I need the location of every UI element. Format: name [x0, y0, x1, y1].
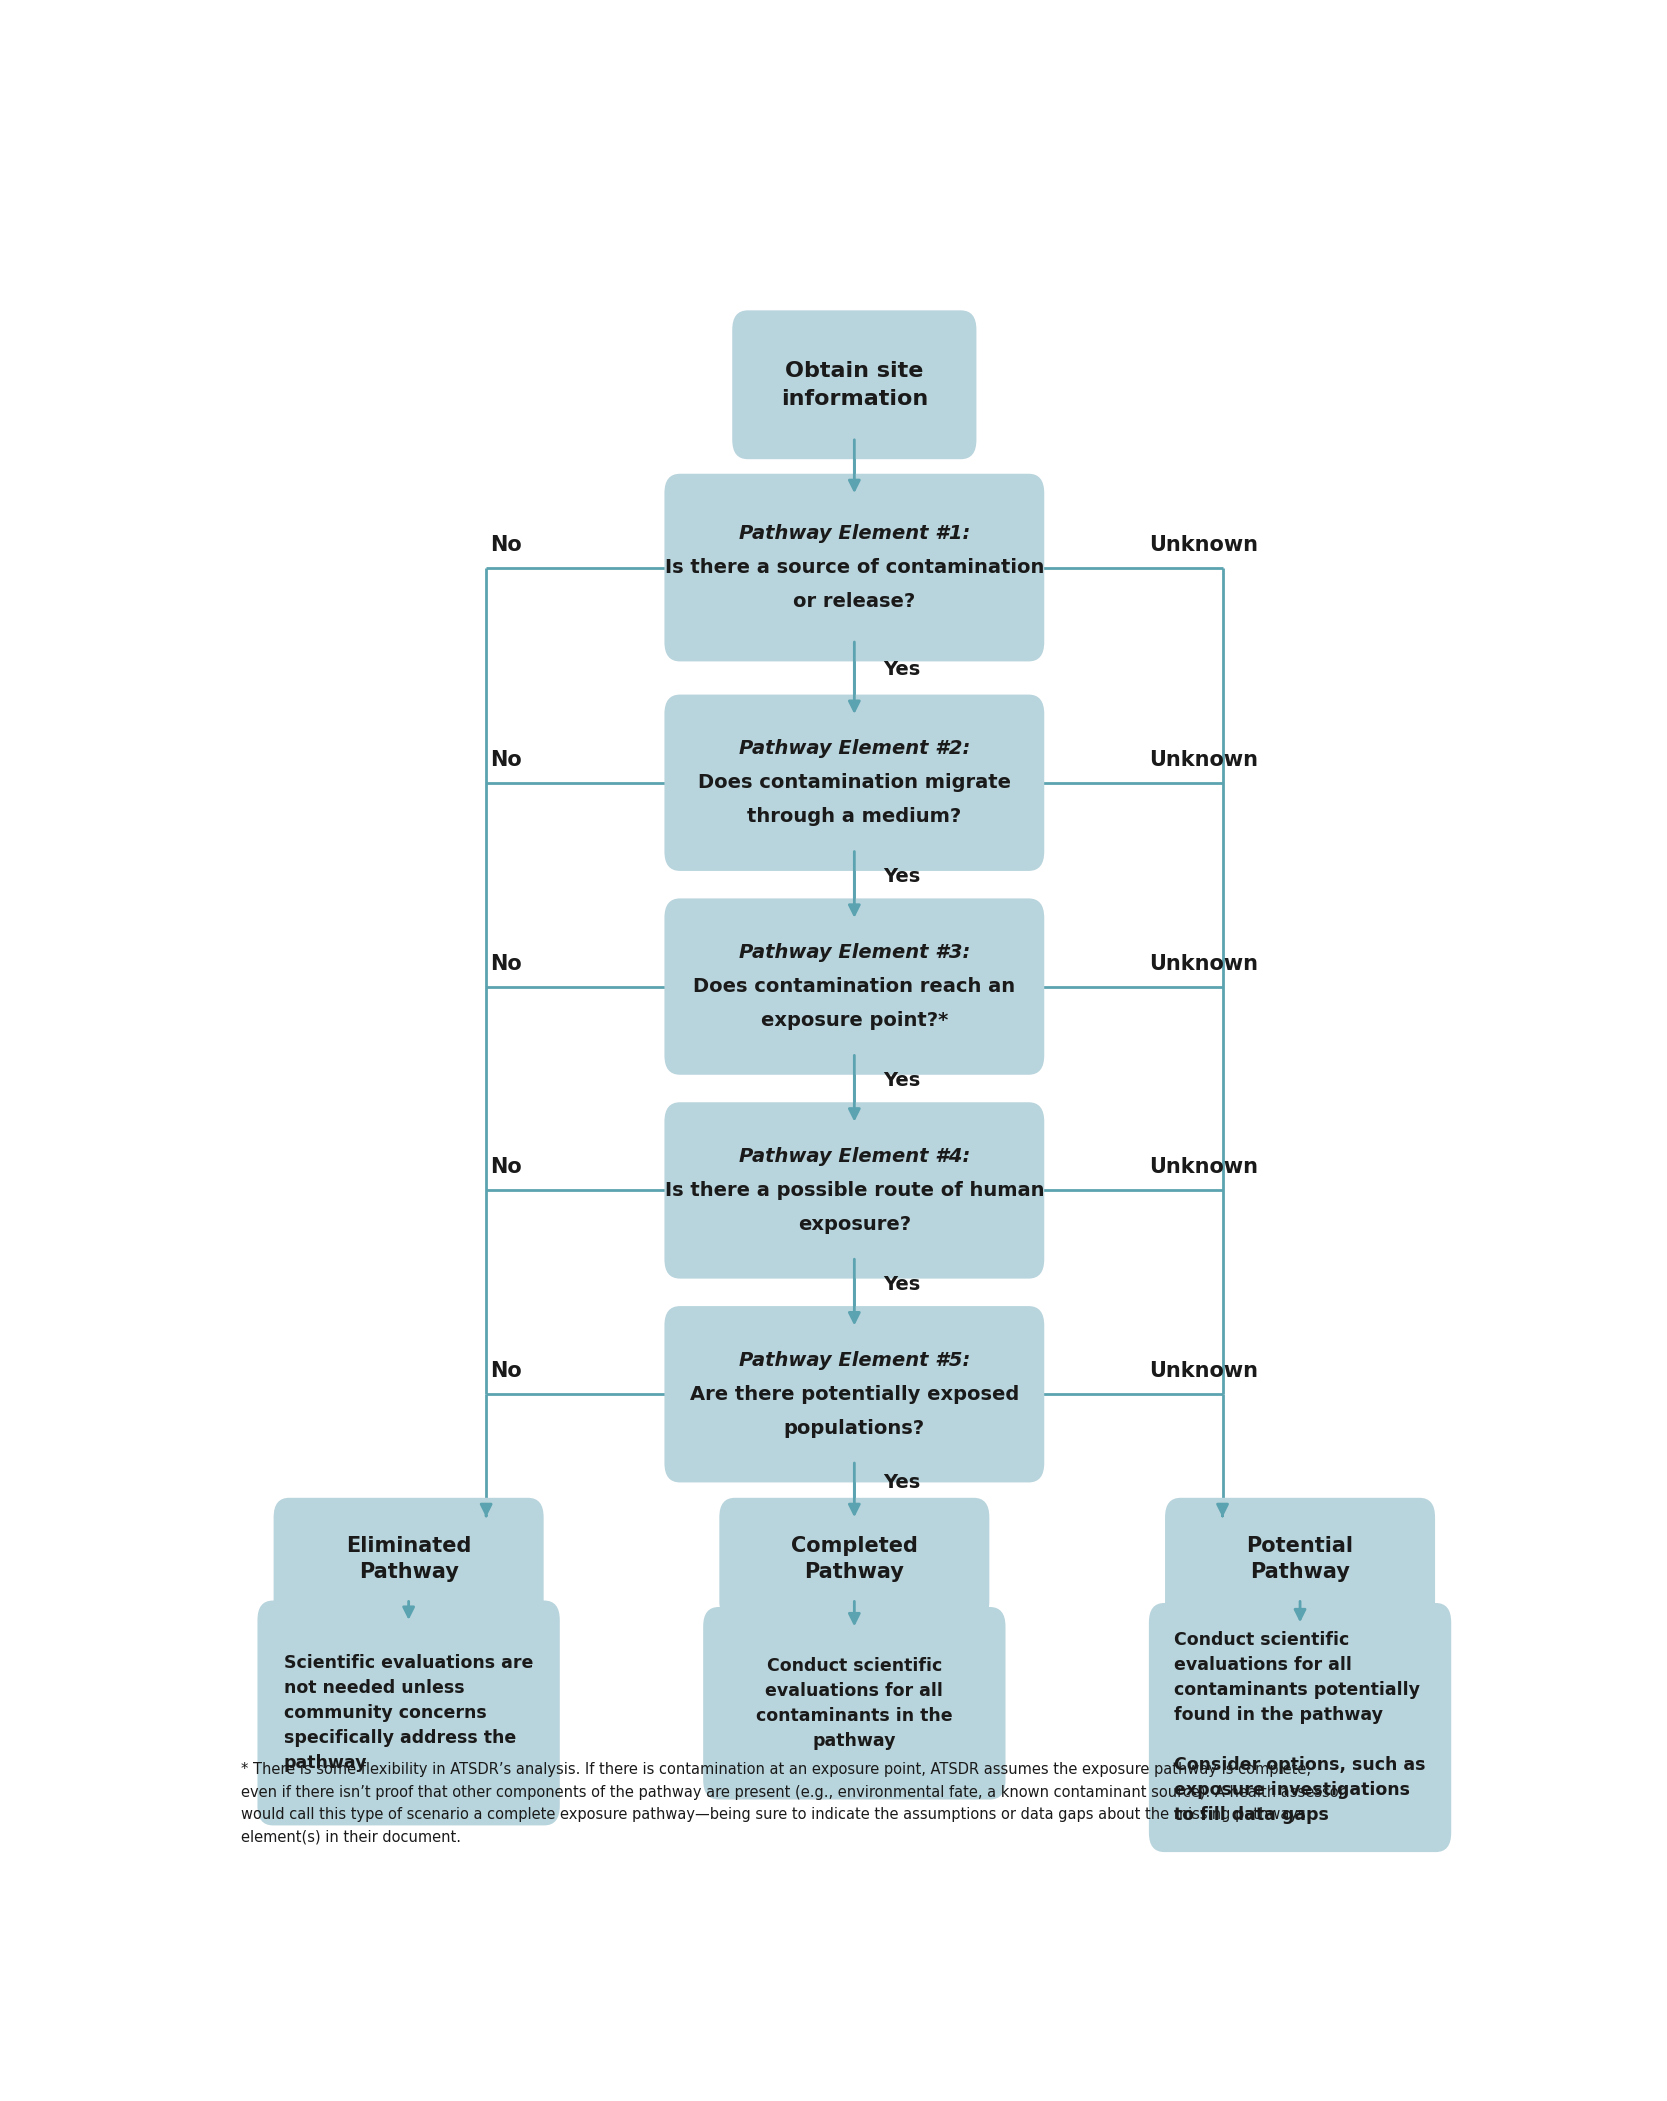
Text: Is there a source of contamination: Is there a source of contamination: [665, 559, 1044, 578]
Text: Pathway Element #1:: Pathway Element #1:: [738, 523, 970, 544]
Text: populations?: populations?: [783, 1418, 925, 1437]
Text: Does contamination migrate: Does contamination migrate: [698, 773, 1010, 792]
Text: Yes: Yes: [884, 1473, 920, 1492]
Text: No: No: [490, 954, 522, 973]
Text: Pathway Element #4:: Pathway Element #4:: [738, 1147, 970, 1166]
Text: or release?: or release?: [793, 592, 915, 611]
Text: No: No: [490, 1361, 522, 1380]
Text: Scientific evaluations are
not needed unless
community concerns
specifically add: Scientific evaluations are not needed un…: [283, 1653, 533, 1771]
FancyBboxPatch shape: [665, 899, 1044, 1076]
Text: Unknown: Unknown: [1149, 534, 1257, 555]
Text: Does contamination reach an: Does contamination reach an: [693, 977, 1015, 996]
Text: Completed
Pathway: Completed Pathway: [790, 1536, 919, 1582]
FancyBboxPatch shape: [257, 1601, 560, 1826]
Text: No: No: [490, 534, 522, 555]
FancyBboxPatch shape: [1165, 1498, 1435, 1620]
Text: Yes: Yes: [884, 868, 920, 887]
Text: Potential
Pathway: Potential Pathway: [1247, 1536, 1354, 1582]
Text: Unknown: Unknown: [1149, 1361, 1257, 1380]
Text: Eliminated
Pathway: Eliminated Pathway: [347, 1536, 472, 1582]
FancyBboxPatch shape: [665, 1103, 1044, 1280]
Text: Yes: Yes: [884, 660, 920, 679]
Text: Pathway Element #3:: Pathway Element #3:: [738, 943, 970, 962]
FancyBboxPatch shape: [665, 1307, 1044, 1483]
Text: No: No: [490, 1158, 522, 1177]
FancyBboxPatch shape: [732, 311, 977, 460]
Text: Is there a possible route of human: Is there a possible route of human: [665, 1181, 1044, 1200]
Text: Obtain site
information: Obtain site information: [780, 361, 929, 410]
Text: through a medium?: through a medium?: [747, 807, 962, 826]
Text: No: No: [490, 750, 522, 769]
Text: exposure?: exposure?: [798, 1214, 910, 1233]
Text: Conduct scientific
evaluations for all
contaminants in the
pathway: Conduct scientific evaluations for all c…: [757, 1658, 952, 1750]
Text: Unknown: Unknown: [1149, 750, 1257, 769]
FancyBboxPatch shape: [703, 1607, 1005, 1801]
Text: * There is some flexibility in ATSDR’s analysis. If there is contamination at an: * There is some flexibility in ATSDR’s a…: [240, 1763, 1344, 1845]
Text: Pathway Element #2:: Pathway Element #2:: [738, 740, 970, 758]
Text: Yes: Yes: [884, 1275, 920, 1294]
FancyBboxPatch shape: [1149, 1603, 1452, 1853]
Text: Unknown: Unknown: [1149, 954, 1257, 973]
Text: Unknown: Unknown: [1149, 1158, 1257, 1177]
Text: Conduct scientific
evaluations for all
contaminants potentially
found in the pat: Conduct scientific evaluations for all c…: [1174, 1630, 1425, 1824]
FancyBboxPatch shape: [720, 1498, 989, 1620]
FancyBboxPatch shape: [273, 1498, 543, 1620]
Text: Are there potentially exposed: Are there potentially exposed: [690, 1385, 1019, 1403]
Text: exposure point?*: exposure point?*: [760, 1011, 949, 1029]
FancyBboxPatch shape: [665, 473, 1044, 662]
FancyBboxPatch shape: [665, 695, 1044, 872]
Text: Pathway Element #5:: Pathway Element #5:: [738, 1351, 970, 1370]
Text: Yes: Yes: [884, 1072, 920, 1090]
